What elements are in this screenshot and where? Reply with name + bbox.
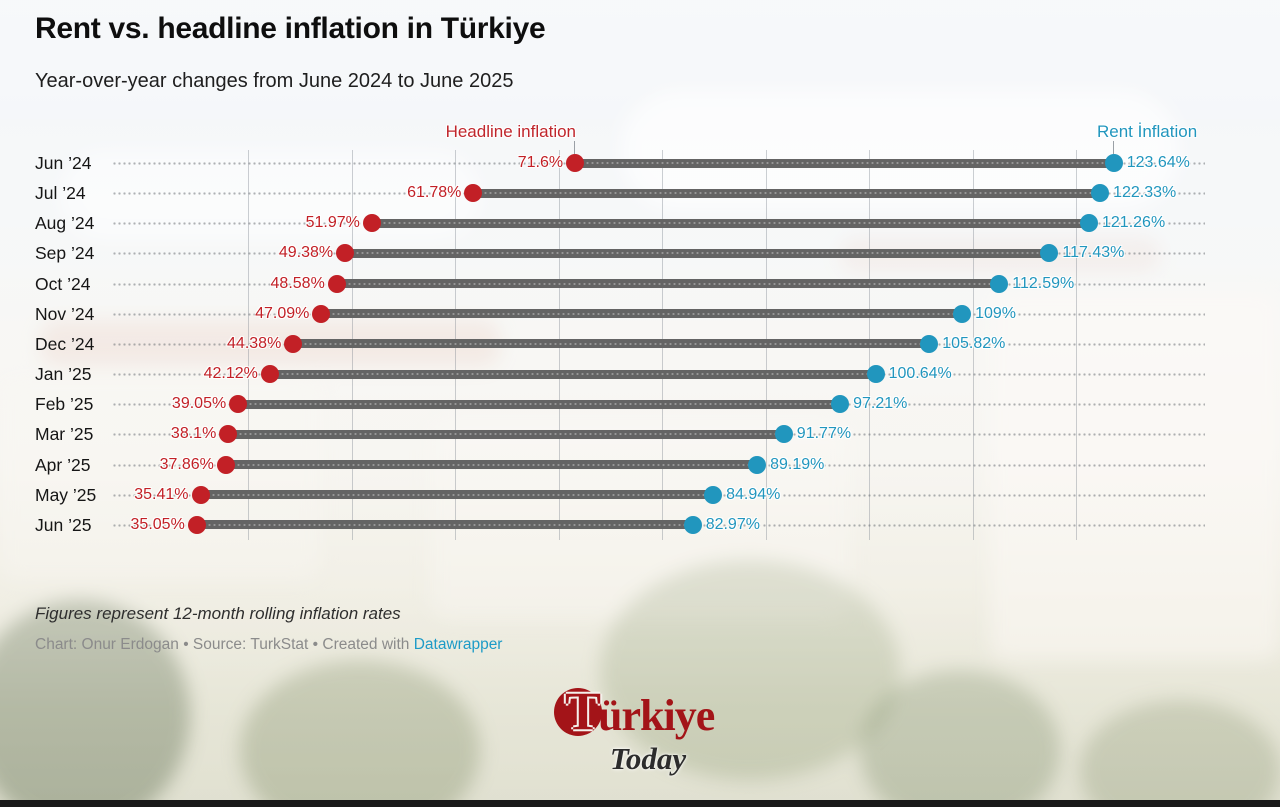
headline-value-label: 49.38% xyxy=(278,244,334,262)
chart-title: Rent vs. headline inflation in Türkiye xyxy=(35,12,546,45)
month-label: Aug ’24 xyxy=(35,213,95,234)
legend-connector-rent xyxy=(1113,141,1114,154)
rent-value-label: 100.64% xyxy=(888,365,952,383)
month-label: Feb ’25 xyxy=(35,394,94,415)
headline-value-label: 37.86% xyxy=(159,455,214,473)
rent-value-label: 122.33% xyxy=(1113,184,1177,202)
rent-dot xyxy=(990,274,1009,293)
rent-value-label: 97.21% xyxy=(853,395,908,413)
headline-dot xyxy=(327,274,346,293)
month-label: Dec ’24 xyxy=(35,333,95,354)
month-label: Apr ’25 xyxy=(35,454,91,475)
headline-dot xyxy=(216,455,235,474)
headline-dot xyxy=(187,515,206,534)
rent-dot xyxy=(774,425,793,444)
headline-value-label: 51.97% xyxy=(305,214,360,232)
headline-dot xyxy=(362,214,381,233)
range-bar xyxy=(228,429,784,439)
range-bar xyxy=(293,339,930,349)
rent-dot xyxy=(920,334,939,353)
dumbbell-plot: Jun ’24 71.6% 123.64% Jul ’24 61.78% 122.33% A… xyxy=(0,150,1280,540)
range-bar xyxy=(321,309,963,319)
rent-dot xyxy=(831,395,850,414)
range-bar xyxy=(371,218,1090,228)
bottom-accent-bar xyxy=(0,800,1280,807)
headline-dot xyxy=(284,334,303,353)
headline-value-label: 35.41% xyxy=(134,485,189,503)
rent-dot xyxy=(1104,154,1123,172)
rent-value-label: 82.97% xyxy=(705,515,760,533)
range-bar xyxy=(336,279,1000,289)
headline-dot xyxy=(464,184,483,203)
range-bar xyxy=(238,399,841,409)
credit-text: Chart: Onur Erdogan • Source: TurkStat •… xyxy=(35,636,414,653)
headline-value-label: 42.12% xyxy=(203,365,258,383)
rent-value-label: 117.43% xyxy=(1062,244,1125,262)
headline-dot xyxy=(229,395,248,414)
rent-dot xyxy=(1091,184,1110,203)
rent-dot xyxy=(953,304,972,323)
chart-credit: Chart: Onur Erdogan • Source: TurkStat •… xyxy=(35,636,502,654)
headline-dot xyxy=(260,365,279,384)
month-label: Oct ’24 xyxy=(35,273,91,294)
logo-name: ürkiye xyxy=(598,691,715,740)
headline-dot xyxy=(219,425,238,444)
headline-value-label: 38.1% xyxy=(170,425,217,443)
month-label: Jul ’24 xyxy=(35,183,86,204)
datawrapper-link[interactable]: Datawrapper xyxy=(413,636,503,653)
publisher-logo: T ürkiye Today xyxy=(548,681,748,777)
legend-connector-headline xyxy=(574,141,575,154)
headline-dot xyxy=(312,304,331,323)
month-label: Jan ’25 xyxy=(35,364,92,385)
rent-value-label: 84.94% xyxy=(726,485,781,503)
headline-value-label: 47.09% xyxy=(255,304,310,322)
rent-value-label: 91.77% xyxy=(796,425,852,443)
month-label: May ’25 xyxy=(35,484,97,505)
range-bar xyxy=(225,460,758,469)
rent-value-label: 121.26% xyxy=(1102,214,1166,232)
logo-circle xyxy=(554,688,602,736)
rent-dot xyxy=(748,455,767,474)
headline-value-label: 61.78% xyxy=(407,184,462,202)
range-bar xyxy=(200,490,714,500)
rent-value-label: 112.59% xyxy=(1012,274,1075,292)
legend-rent-inflation: Rent İnflation xyxy=(1097,122,1198,141)
logo-wordmark: T ürkiye xyxy=(548,681,748,741)
headline-value-label: 48.58% xyxy=(270,274,325,292)
headline-value-label: 39.05% xyxy=(171,395,227,413)
rent-value-label: 123.64% xyxy=(1126,154,1190,171)
chart-footnote: Figures represent 12-month rolling infla… xyxy=(35,604,401,623)
range-bar xyxy=(196,520,693,530)
headline-dot xyxy=(191,485,210,504)
headline-value-label: 44.38% xyxy=(227,334,282,352)
rent-dot xyxy=(704,485,723,504)
rent-dot xyxy=(1080,214,1098,233)
rent-value-label: 89.19% xyxy=(770,455,825,473)
month-label: Sep ’24 xyxy=(35,243,95,264)
logo-tagline: Today xyxy=(609,741,687,776)
rent-dot xyxy=(1040,244,1059,263)
rent-dot xyxy=(683,515,702,534)
month-label: Mar ’25 xyxy=(35,424,94,445)
chart-subtitle: Year-over-year changes from June 2024 to… xyxy=(35,70,514,92)
month-label: Jun ’25 xyxy=(35,514,92,535)
headline-dot xyxy=(336,244,355,263)
range-bar xyxy=(345,248,1050,258)
rent-value-label: 105.82% xyxy=(942,334,1006,352)
headline-value-label: 35.05% xyxy=(130,515,185,533)
month-label: Nov ’24 xyxy=(35,303,95,324)
legend-headline-inflation: Headline inflation xyxy=(445,122,576,141)
range-bar xyxy=(575,158,1114,168)
rent-value-label: 109% xyxy=(975,304,1017,322)
logo-initial: T xyxy=(565,681,602,741)
headline-dot xyxy=(566,154,585,172)
month-label: Jun ’24 xyxy=(35,153,92,173)
range-bar xyxy=(473,188,1101,198)
headline-value-label: 71.6% xyxy=(517,154,564,171)
range-bar xyxy=(269,369,876,379)
rent-dot xyxy=(866,365,885,384)
